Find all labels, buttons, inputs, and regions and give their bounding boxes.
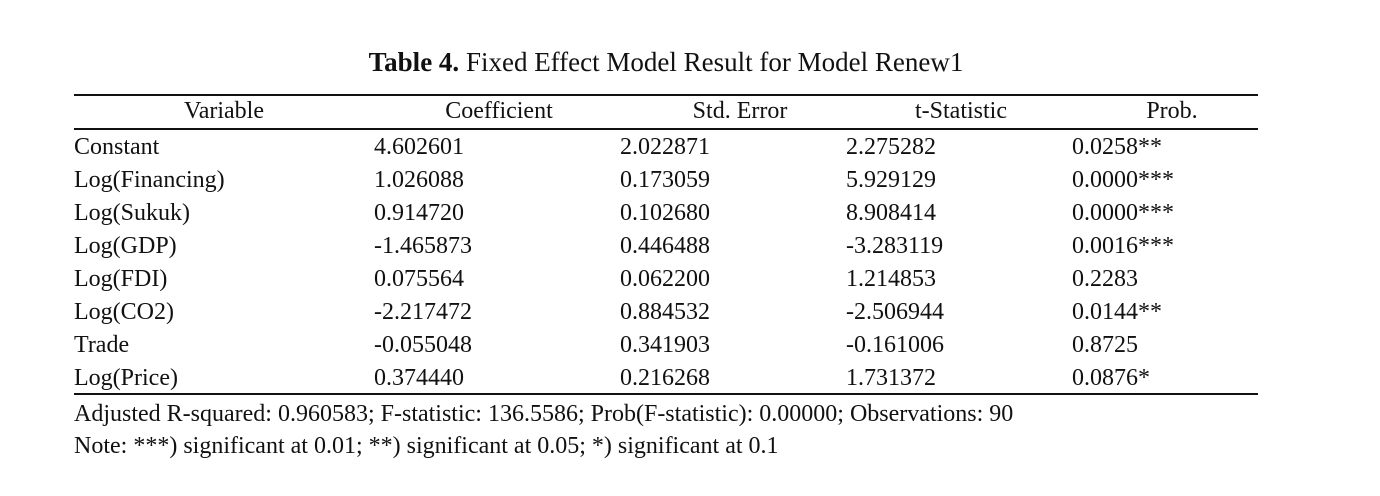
cell-coefficient: 0.914720 (374, 200, 464, 226)
cell-std-error: 0.341903 (620, 332, 710, 358)
cell-t-statistic: 1.214853 (846, 266, 936, 292)
cell-std-error: 2.022871 (620, 134, 710, 160)
cell-t-statistic: 5.929129 (846, 167, 936, 193)
header-variable: Variable (184, 98, 264, 124)
table-title: Fixed Effect Model Result for Model Rene… (465, 47, 964, 77)
cell-t-statistic: 2.275282 (846, 134, 936, 160)
cell-variable: Log(GDP) (74, 233, 177, 259)
cell-t-statistic: 8.908414 (846, 200, 936, 226)
table-row: Log(Price) 0.374440 0.216268 1.731372 0.… (74, 362, 1258, 395)
cell-t-statistic: 1.731372 (846, 365, 936, 391)
table-row: Constant 4.602601 2.022871 2.275282 0.02… (74, 131, 1258, 164)
table-row: Log(CO2) -2.217472 0.884532 -2.506944 0.… (74, 296, 1258, 329)
cell-std-error: 0.062200 (620, 266, 710, 292)
cell-std-error: 0.216268 (620, 365, 710, 391)
cell-variable: Log(Price) (74, 365, 178, 391)
table-header-rule (74, 128, 1258, 130)
table-row: Log(GDP) -1.465873 0.446488 -3.283119 0.… (74, 230, 1258, 263)
cell-prob: 0.8725 (1072, 332, 1138, 358)
cell-std-error: 0.173059 (620, 167, 710, 193)
table-row: Trade -0.055048 0.341903 -0.161006 0.872… (74, 329, 1258, 362)
cell-prob: 0.0016*** (1072, 233, 1174, 259)
cell-variable: Log(Financing) (74, 167, 225, 193)
header-std-error: Std. Error (692, 98, 788, 124)
cell-prob: 0.0000*** (1072, 167, 1174, 193)
cell-variable: Trade (74, 332, 130, 358)
cell-variable: Log(CO2) (74, 299, 174, 325)
significance-note: Note: ***) significant at 0.01; **) sign… (74, 433, 779, 459)
model-statistics-footnote: Adjusted R-squared: 0.960583; F-statisti… (74, 401, 1014, 427)
table-row: Log(FDI) 0.075564 0.062200 1.214853 0.22… (74, 263, 1258, 296)
cell-variable: Constant (74, 134, 160, 160)
cell-std-error: 0.446488 (620, 233, 710, 259)
cell-t-statistic: -2.506944 (846, 299, 944, 325)
cell-t-statistic: -3.283119 (846, 233, 944, 259)
cell-prob: 0.2283 (1072, 266, 1138, 292)
table-row: Log(Sukuk) 0.914720 0.102680 8.908414 0.… (74, 197, 1258, 230)
table-caption: Table 4. Fixed Effect Model Result for M… (0, 44, 1332, 80)
cell-coefficient: -1.465873 (374, 233, 472, 259)
cell-coefficient: 0.075564 (374, 266, 464, 292)
table-number: Table 4. (368, 47, 460, 77)
cell-prob: 0.0876* (1072, 365, 1150, 391)
cell-std-error: 0.102680 (620, 200, 710, 226)
cell-variable: Log(FDI) (74, 266, 168, 292)
cell-variable: Log(Sukuk) (74, 200, 190, 226)
table-header-row: Variable Coefficient Std. Error t-Statis… (74, 95, 1258, 128)
cell-coefficient: -2.217472 (374, 299, 472, 325)
cell-coefficient: 4.602601 (374, 134, 464, 160)
cell-coefficient: 0.374440 (374, 365, 464, 391)
header-t-statistic: t-Statistic (915, 98, 1007, 124)
cell-std-error: 0.884532 (620, 299, 710, 325)
cell-prob: 0.0144** (1072, 299, 1162, 325)
table-top-rule (74, 94, 1258, 96)
cell-prob: 0.0000*** (1072, 200, 1174, 226)
cell-coefficient: 1.026088 (374, 167, 464, 193)
cell-coefficient: -0.055048 (374, 332, 472, 358)
header-prob: Prob. (1146, 98, 1198, 124)
cell-prob: 0.0258** (1072, 134, 1162, 160)
table-bottom-rule (74, 393, 1258, 395)
cell-t-statistic: -0.161006 (846, 332, 944, 358)
table-row: Log(Financing) 1.026088 0.173059 5.92912… (74, 164, 1258, 197)
header-coefficient: Coefficient (445, 98, 553, 124)
